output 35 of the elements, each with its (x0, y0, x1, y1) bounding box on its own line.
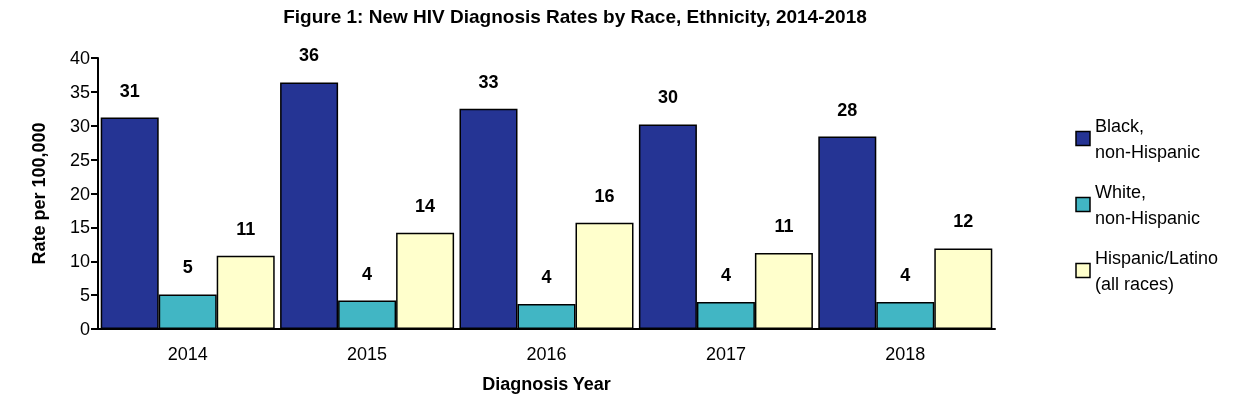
x-axis-title: Diagnosis Year (482, 374, 611, 394)
y-tick-label: 20 (69, 183, 90, 204)
y-tick-label: 35 (69, 81, 90, 102)
x-tick-label: 2014 (167, 344, 208, 364)
x-tick-label: 2015 (347, 344, 388, 364)
data-label: 11 (774, 216, 794, 237)
data-label: 4 (362, 263, 373, 284)
data-label: 16 (594, 185, 615, 206)
data-label: 11 (236, 218, 256, 239)
data-label: 28 (837, 99, 858, 120)
y-axis-title: Rate per 100,000 (29, 122, 49, 265)
y-tick-label: 15 (69, 217, 90, 238)
data-label: 31 (119, 80, 140, 101)
x-tick-label: 2017 (705, 344, 746, 364)
y-tick-label: 5 (79, 285, 90, 306)
data-label: 5 (182, 257, 193, 278)
y-tick-label: 40 (69, 48, 90, 68)
data-label: 30 (657, 87, 678, 108)
data-label: 36 (299, 45, 320, 66)
x-tick-label: 2016 (526, 344, 567, 364)
y-tick-label: 25 (69, 149, 90, 170)
data-label: 4 (541, 266, 552, 287)
legend-label: Hispanic/Latino (all races) (1095, 247, 1224, 294)
data-label: 12 (953, 211, 974, 232)
data-label: 14 (415, 195, 436, 216)
data-label: 4 (720, 264, 731, 285)
y-tick-label: 0 (79, 319, 90, 339)
y-tick-label: 30 (69, 115, 90, 136)
x-tick-label: 2018 (885, 344, 926, 364)
data-label: 33 (478, 71, 499, 92)
y-tick-label: 10 (69, 251, 90, 272)
data-label: 4 (900, 264, 911, 285)
chart-title: Figure 1: New HIV Diagnosis Rates by Race, Ethnicity, 2014-2018 (283, 6, 867, 27)
legend-label: Black, non-Hispanic (1095, 115, 1201, 162)
legend-label: White, non-Hispanic (1095, 181, 1201, 228)
